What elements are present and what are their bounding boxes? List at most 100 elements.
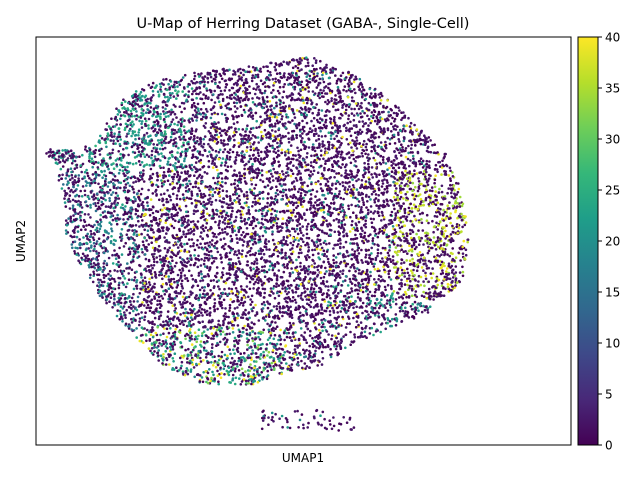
scatter-point bbox=[241, 68, 245, 72]
scatter-point bbox=[201, 320, 204, 324]
scatter-point bbox=[394, 323, 398, 327]
scatter-point bbox=[379, 279, 383, 283]
scatter-point bbox=[275, 285, 278, 288]
scatter-point bbox=[122, 218, 125, 221]
scatter-point bbox=[319, 290, 323, 294]
scatter-point bbox=[61, 149, 64, 152]
scatter-point bbox=[224, 181, 227, 185]
scatter-point bbox=[355, 305, 359, 309]
scatter-point bbox=[277, 113, 280, 116]
scatter-point bbox=[263, 81, 267, 84]
scatter-point bbox=[408, 164, 411, 168]
scatter-point bbox=[325, 270, 328, 273]
scatter-point bbox=[355, 320, 359, 323]
scatter-point bbox=[153, 260, 156, 264]
scatter-point bbox=[313, 293, 317, 297]
scatter-point bbox=[299, 194, 303, 198]
scatter-point bbox=[254, 234, 257, 237]
scatter-point bbox=[226, 345, 230, 349]
scatter-point bbox=[244, 103, 248, 107]
scatter-point bbox=[158, 306, 162, 310]
scatter-point bbox=[447, 262, 451, 266]
scatter-point bbox=[345, 232, 348, 236]
scatter-point bbox=[117, 296, 120, 300]
scatter-point bbox=[366, 293, 370, 296]
scatter-point bbox=[131, 132, 135, 135]
scatter-point bbox=[353, 78, 356, 81]
scatter-point bbox=[244, 254, 248, 258]
scatter-point bbox=[277, 269, 281, 272]
scatter-point bbox=[193, 109, 197, 112]
scatter-point bbox=[154, 331, 158, 335]
scatter-point bbox=[242, 326, 245, 330]
scatter-point bbox=[169, 271, 173, 275]
scatter-point bbox=[113, 269, 116, 272]
scatter-point bbox=[247, 208, 251, 212]
scatter-point bbox=[294, 215, 297, 218]
scatter-point bbox=[183, 73, 187, 77]
scatter-point bbox=[309, 164, 313, 168]
scatter-point bbox=[195, 337, 199, 341]
scatter-point bbox=[393, 207, 396, 211]
scatter-point bbox=[312, 67, 316, 71]
scatter-point bbox=[272, 88, 275, 92]
scatter-point bbox=[267, 131, 270, 134]
scatter-point bbox=[75, 166, 79, 169]
scatter-point bbox=[171, 92, 174, 95]
scatter-point bbox=[221, 271, 224, 274]
scatter-point bbox=[222, 314, 226, 318]
scatter-point bbox=[177, 146, 180, 150]
scatter-point bbox=[388, 249, 391, 252]
scatter-point bbox=[377, 110, 381, 114]
scatter-point bbox=[438, 187, 441, 191]
scatter-point bbox=[416, 207, 420, 211]
scatter-point bbox=[193, 254, 196, 257]
scatter-point bbox=[353, 335, 357, 339]
scatter-point bbox=[261, 135, 265, 138]
scatter-point bbox=[211, 208, 215, 212]
scatter-point bbox=[111, 151, 114, 155]
scatter-point bbox=[414, 290, 418, 293]
scatter-point bbox=[238, 330, 242, 334]
scatter-point bbox=[165, 327, 169, 331]
scatter-point bbox=[288, 321, 292, 325]
scatter-point bbox=[99, 213, 102, 217]
scatter-point bbox=[332, 311, 336, 314]
scatter-point bbox=[151, 266, 154, 270]
scatter-point bbox=[309, 300, 313, 304]
scatter-point bbox=[305, 325, 308, 328]
scatter-point bbox=[404, 293, 408, 296]
scatter-point bbox=[372, 217, 376, 221]
scatter-point bbox=[105, 301, 108, 305]
scatter-point bbox=[323, 309, 326, 313]
scatter-point bbox=[175, 175, 179, 179]
scatter-point bbox=[120, 239, 123, 242]
scatter-point bbox=[408, 274, 411, 277]
scatter-point bbox=[427, 203, 431, 206]
scatter-point bbox=[97, 161, 100, 164]
scatter-point bbox=[389, 213, 393, 217]
scatter-point bbox=[372, 265, 376, 268]
scatter-point bbox=[143, 276, 147, 280]
scatter-point bbox=[434, 163, 438, 167]
scatter-point bbox=[355, 237, 359, 240]
scatter-point bbox=[208, 138, 212, 141]
scatter-point bbox=[227, 366, 231, 370]
scatter-point bbox=[277, 301, 281, 305]
scatter-point bbox=[325, 295, 329, 299]
scatter-point bbox=[389, 184, 392, 187]
scatter-point bbox=[84, 259, 87, 263]
scatter-point bbox=[339, 143, 342, 147]
scatter-point bbox=[321, 69, 325, 72]
scatter-point bbox=[78, 155, 81, 158]
scatter-point bbox=[397, 201, 400, 205]
scatter-point bbox=[417, 177, 420, 180]
scatter-point bbox=[222, 359, 225, 363]
scatter-point bbox=[448, 277, 452, 281]
scatter-point bbox=[348, 156, 351, 159]
scatter-point bbox=[225, 278, 229, 282]
scatter-point bbox=[314, 195, 317, 198]
scatter-point bbox=[393, 184, 397, 187]
scatter-point bbox=[363, 330, 367, 334]
scatter-point bbox=[223, 230, 227, 234]
